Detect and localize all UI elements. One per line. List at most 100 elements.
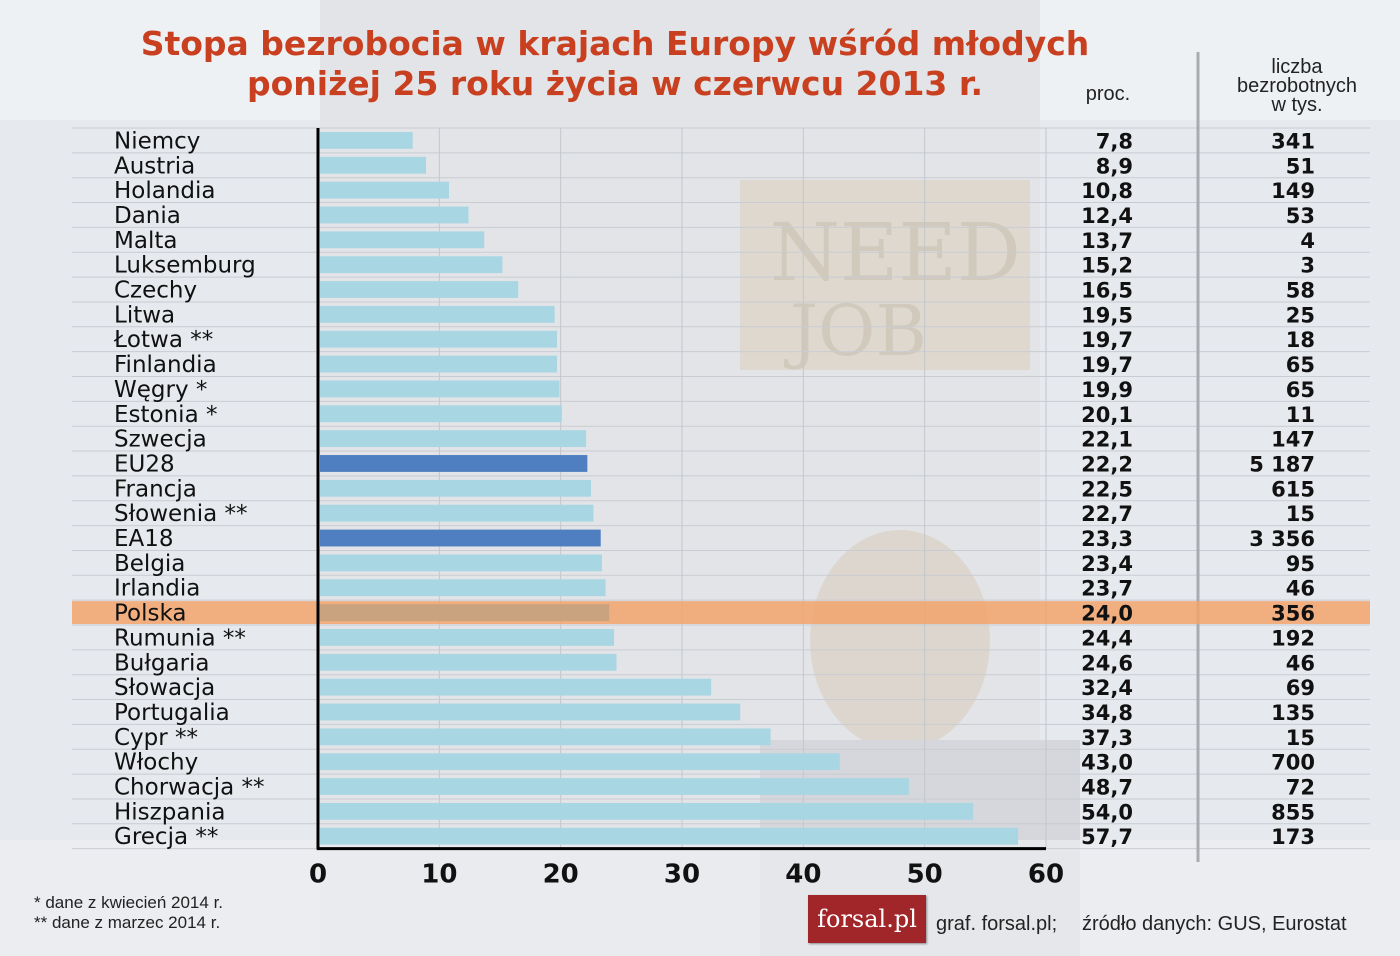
count-value: 855: [1271, 800, 1315, 824]
x-tick-label: 60: [1028, 860, 1064, 890]
count-value: 25: [1286, 303, 1315, 327]
category-label: Polska: [114, 601, 187, 627]
category-label: Włochy: [114, 750, 198, 776]
bar: [320, 703, 741, 721]
value-column: 7,88,910,812,413,715,216,519,519,719,719…: [1081, 129, 1133, 849]
bar: [320, 753, 840, 771]
count-value: 69: [1286, 676, 1315, 700]
percent-value: 34,8: [1081, 701, 1133, 725]
percent-value: 19,7: [1081, 328, 1133, 352]
count-header-line3: w tys.: [1271, 94, 1323, 116]
count-value: 4: [1300, 229, 1315, 253]
percent-value: 23,7: [1081, 577, 1133, 601]
category-label: Chorwacja **: [114, 775, 265, 801]
percent-value: 23,3: [1081, 527, 1133, 551]
percent-value: 24,0: [1081, 602, 1133, 626]
bar: [320, 156, 426, 174]
count-value: 700: [1271, 751, 1315, 775]
count-value: 58: [1286, 279, 1315, 303]
bars: [320, 132, 1019, 845]
bar: [320, 430, 587, 448]
category-label: Słowacja: [114, 675, 215, 701]
bar: [320, 330, 558, 348]
count-value: 11: [1286, 403, 1315, 427]
percent-value: 22,5: [1081, 477, 1133, 501]
bar: [320, 281, 519, 298]
percent-value: 13,7: [1081, 229, 1133, 253]
count-value: 3 356: [1249, 527, 1315, 551]
count-value: 3: [1300, 254, 1315, 278]
x-tick-label: 40: [785, 860, 821, 890]
category-label: Litwa: [114, 302, 175, 328]
graphic-credit: graf. forsal.pl;: [936, 913, 1058, 935]
category-label: Portugalia: [114, 700, 230, 726]
category-label: Niemcy: [114, 128, 200, 154]
count-value: 53: [1286, 204, 1315, 228]
bar: [320, 579, 606, 597]
bar: [320, 604, 610, 621]
category-label: Estonia *: [114, 402, 217, 428]
bar: [320, 827, 1019, 845]
bar: [320, 728, 771, 746]
count-value: 192: [1271, 626, 1315, 650]
x-tick-label: 20: [543, 860, 579, 890]
category-label: Belgia: [114, 551, 185, 577]
category-label: Irlandia: [114, 576, 200, 602]
bar: [320, 132, 413, 149]
percent-value: 57,7: [1081, 825, 1133, 849]
count-value: 46: [1286, 577, 1315, 601]
count-value: 72: [1286, 776, 1315, 800]
count-value: 18: [1286, 328, 1315, 352]
highlight-band: [72, 601, 1370, 624]
count-value: 147: [1271, 428, 1315, 452]
count-value: 15: [1286, 502, 1315, 526]
category-label: Grecja **: [114, 824, 218, 850]
bar: [320, 455, 588, 472]
percent-value: 24,4: [1081, 626, 1133, 650]
bar: [320, 479, 591, 497]
chart-title-line2: poniżej 25 roku życia w czerwcu 2013 r.: [247, 64, 983, 103]
forsal-logo: forsal.pl: [808, 895, 926, 943]
percent-value: 15,2: [1081, 254, 1133, 278]
category-label: EA18: [114, 526, 174, 552]
bar: [320, 355, 558, 373]
category-label: Hiszpania: [114, 799, 226, 825]
bar: [320, 629, 615, 646]
bar: [320, 529, 601, 547]
chart-title-line1: Stopa bezrobocia w krajach Europy wśród …: [140, 24, 1090, 63]
percent-value: 32,4: [1081, 676, 1133, 700]
x-tick-label: 30: [664, 860, 700, 890]
percent-value: 23,4: [1081, 552, 1133, 576]
category-label: EU28: [114, 451, 175, 477]
category-label: Finlandia: [114, 352, 217, 378]
category-label: Szwecja: [114, 427, 207, 453]
bar: [320, 405, 562, 423]
category-label: Słowenia **: [114, 501, 248, 527]
percent-value: 10,8: [1081, 179, 1133, 203]
count-value: 95: [1286, 552, 1315, 576]
percent-value: 22,2: [1081, 452, 1133, 476]
percent-value: 48,7: [1081, 776, 1133, 800]
bar: [320, 653, 617, 671]
category-label: Holandia: [114, 178, 216, 204]
footnote-double-star: ** dane z marzec 2014 r.: [34, 913, 221, 932]
percent-value: 54,0: [1081, 800, 1133, 824]
percent-value: 22,7: [1081, 502, 1133, 526]
bar: [320, 678, 712, 696]
svg-text:JOB: JOB: [784, 290, 927, 372]
bar: [320, 305, 555, 323]
percent-value: 12,4: [1081, 204, 1133, 228]
bar: [320, 231, 485, 249]
bar: [320, 802, 974, 820]
count-column-header: liczba bezrobotnych w tys.: [1212, 57, 1382, 116]
percent-value: 43,0: [1081, 751, 1133, 775]
bar: [320, 554, 602, 572]
category-label: Łotwa **: [113, 327, 213, 353]
percent-value: 19,7: [1081, 353, 1133, 377]
percent-value: 19,9: [1081, 378, 1133, 402]
count-value: 65: [1286, 378, 1315, 402]
data-source: źródło danych: GUS, Eurostat: [1082, 913, 1347, 935]
axes: [316, 128, 1046, 851]
count-value: 65: [1286, 353, 1315, 377]
